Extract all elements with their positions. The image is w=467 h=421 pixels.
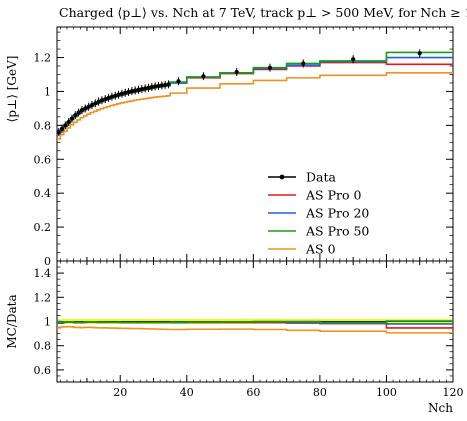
main-plot: 0 0.2 0.4 0.6 0.8 1 1.2 <box>34 26 454 268</box>
legend-label: AS Pro 0 <box>305 188 361 203</box>
data-point <box>149 84 154 90</box>
data-point <box>59 126 65 131</box>
main-plot-frame <box>56 26 454 262</box>
ratio-y-tick-label: 1.4 <box>34 267 52 280</box>
legend-label: Data <box>306 170 336 185</box>
data-point <box>159 83 164 88</box>
data-point <box>79 107 85 113</box>
legend-label: AS Pro 50 <box>305 224 369 239</box>
data-point <box>139 86 144 92</box>
data-point <box>116 92 121 97</box>
data-point <box>106 95 111 100</box>
legend: Data AS Pro 0 AS Pro 20 AS Pro 50 AS 0 <box>268 170 369 257</box>
x-tick-label: 40 <box>180 386 194 399</box>
data-point <box>126 89 131 95</box>
main-y-tick-label: 0.6 <box>34 153 52 166</box>
data-point <box>351 57 356 62</box>
ratio-y-tick-label: 1 <box>44 316 51 329</box>
data-point <box>234 69 239 75</box>
data-point <box>103 96 108 102</box>
data-point <box>99 98 105 103</box>
ratio-y-tick-label: 0.6 <box>34 364 52 377</box>
data-point <box>93 101 98 106</box>
data-point <box>136 87 141 92</box>
ratio-y-tick-label: 1.2 <box>34 291 52 304</box>
main-y-tick-label: 0.2 <box>34 221 52 234</box>
data-point <box>63 123 68 128</box>
data-point <box>66 119 71 125</box>
data-point <box>417 51 422 56</box>
legend-label: AS 0 <box>305 242 336 257</box>
data-point <box>163 82 168 87</box>
data-point <box>133 88 138 93</box>
data-point <box>143 86 148 91</box>
main-y-tick-label: 1.2 <box>34 52 52 65</box>
data-point <box>201 74 206 79</box>
data-point <box>166 82 171 87</box>
data-point <box>156 83 161 88</box>
data-point <box>153 84 158 89</box>
x-tick-label: 20 <box>113 386 127 399</box>
x-tick-label: 80 <box>313 386 327 399</box>
data-point <box>146 85 151 90</box>
legend-marker <box>279 174 285 180</box>
data-point <box>83 106 88 111</box>
main-y-tick-label: 0 <box>44 255 51 268</box>
ratio-y-tick-label: 0.8 <box>34 340 52 353</box>
data-point <box>119 91 124 96</box>
data-point <box>301 61 306 66</box>
data-point <box>86 104 91 109</box>
data-point <box>76 110 81 115</box>
main-y-axis-label: ⟨p⊥⟩ [GeV] <box>5 56 19 123</box>
data-point <box>69 116 75 121</box>
data-point <box>109 94 115 99</box>
x-axis-label: Nch <box>428 401 453 415</box>
data-point <box>96 99 101 104</box>
x-tick-label: 100 <box>376 386 397 399</box>
data-point <box>176 79 181 84</box>
data-point <box>123 90 128 95</box>
ratio-series-as-pro-50 <box>57 320 453 324</box>
data-point <box>56 130 61 135</box>
data-point <box>129 88 134 94</box>
main-y-tick-label: 0.4 <box>34 187 52 200</box>
main-y-tick-label: 1 <box>44 85 51 98</box>
legend-label: AS Pro 20 <box>305 206 369 221</box>
ratio-y-axis-label: MC/Data <box>5 294 19 348</box>
ratio-plot: 20 40 60 80 100 120 0.6 0.8 1 1.2 1.4 <box>34 260 464 399</box>
x-tick-label: 60 <box>246 386 260 399</box>
data-point <box>267 65 273 70</box>
data-point <box>89 102 95 108</box>
chart-title: Charged ⟨p⊥⟩ vs. Nch at 7 TeV, track p⊥ … <box>59 5 467 20</box>
data-point <box>113 93 118 98</box>
ratio-series-as-0 <box>57 325 453 334</box>
x-tick-label: 120 <box>443 386 464 399</box>
main-y-tick-label: 0.8 <box>34 119 52 132</box>
data-point <box>73 113 78 118</box>
main-series-as-0 <box>57 71 453 140</box>
